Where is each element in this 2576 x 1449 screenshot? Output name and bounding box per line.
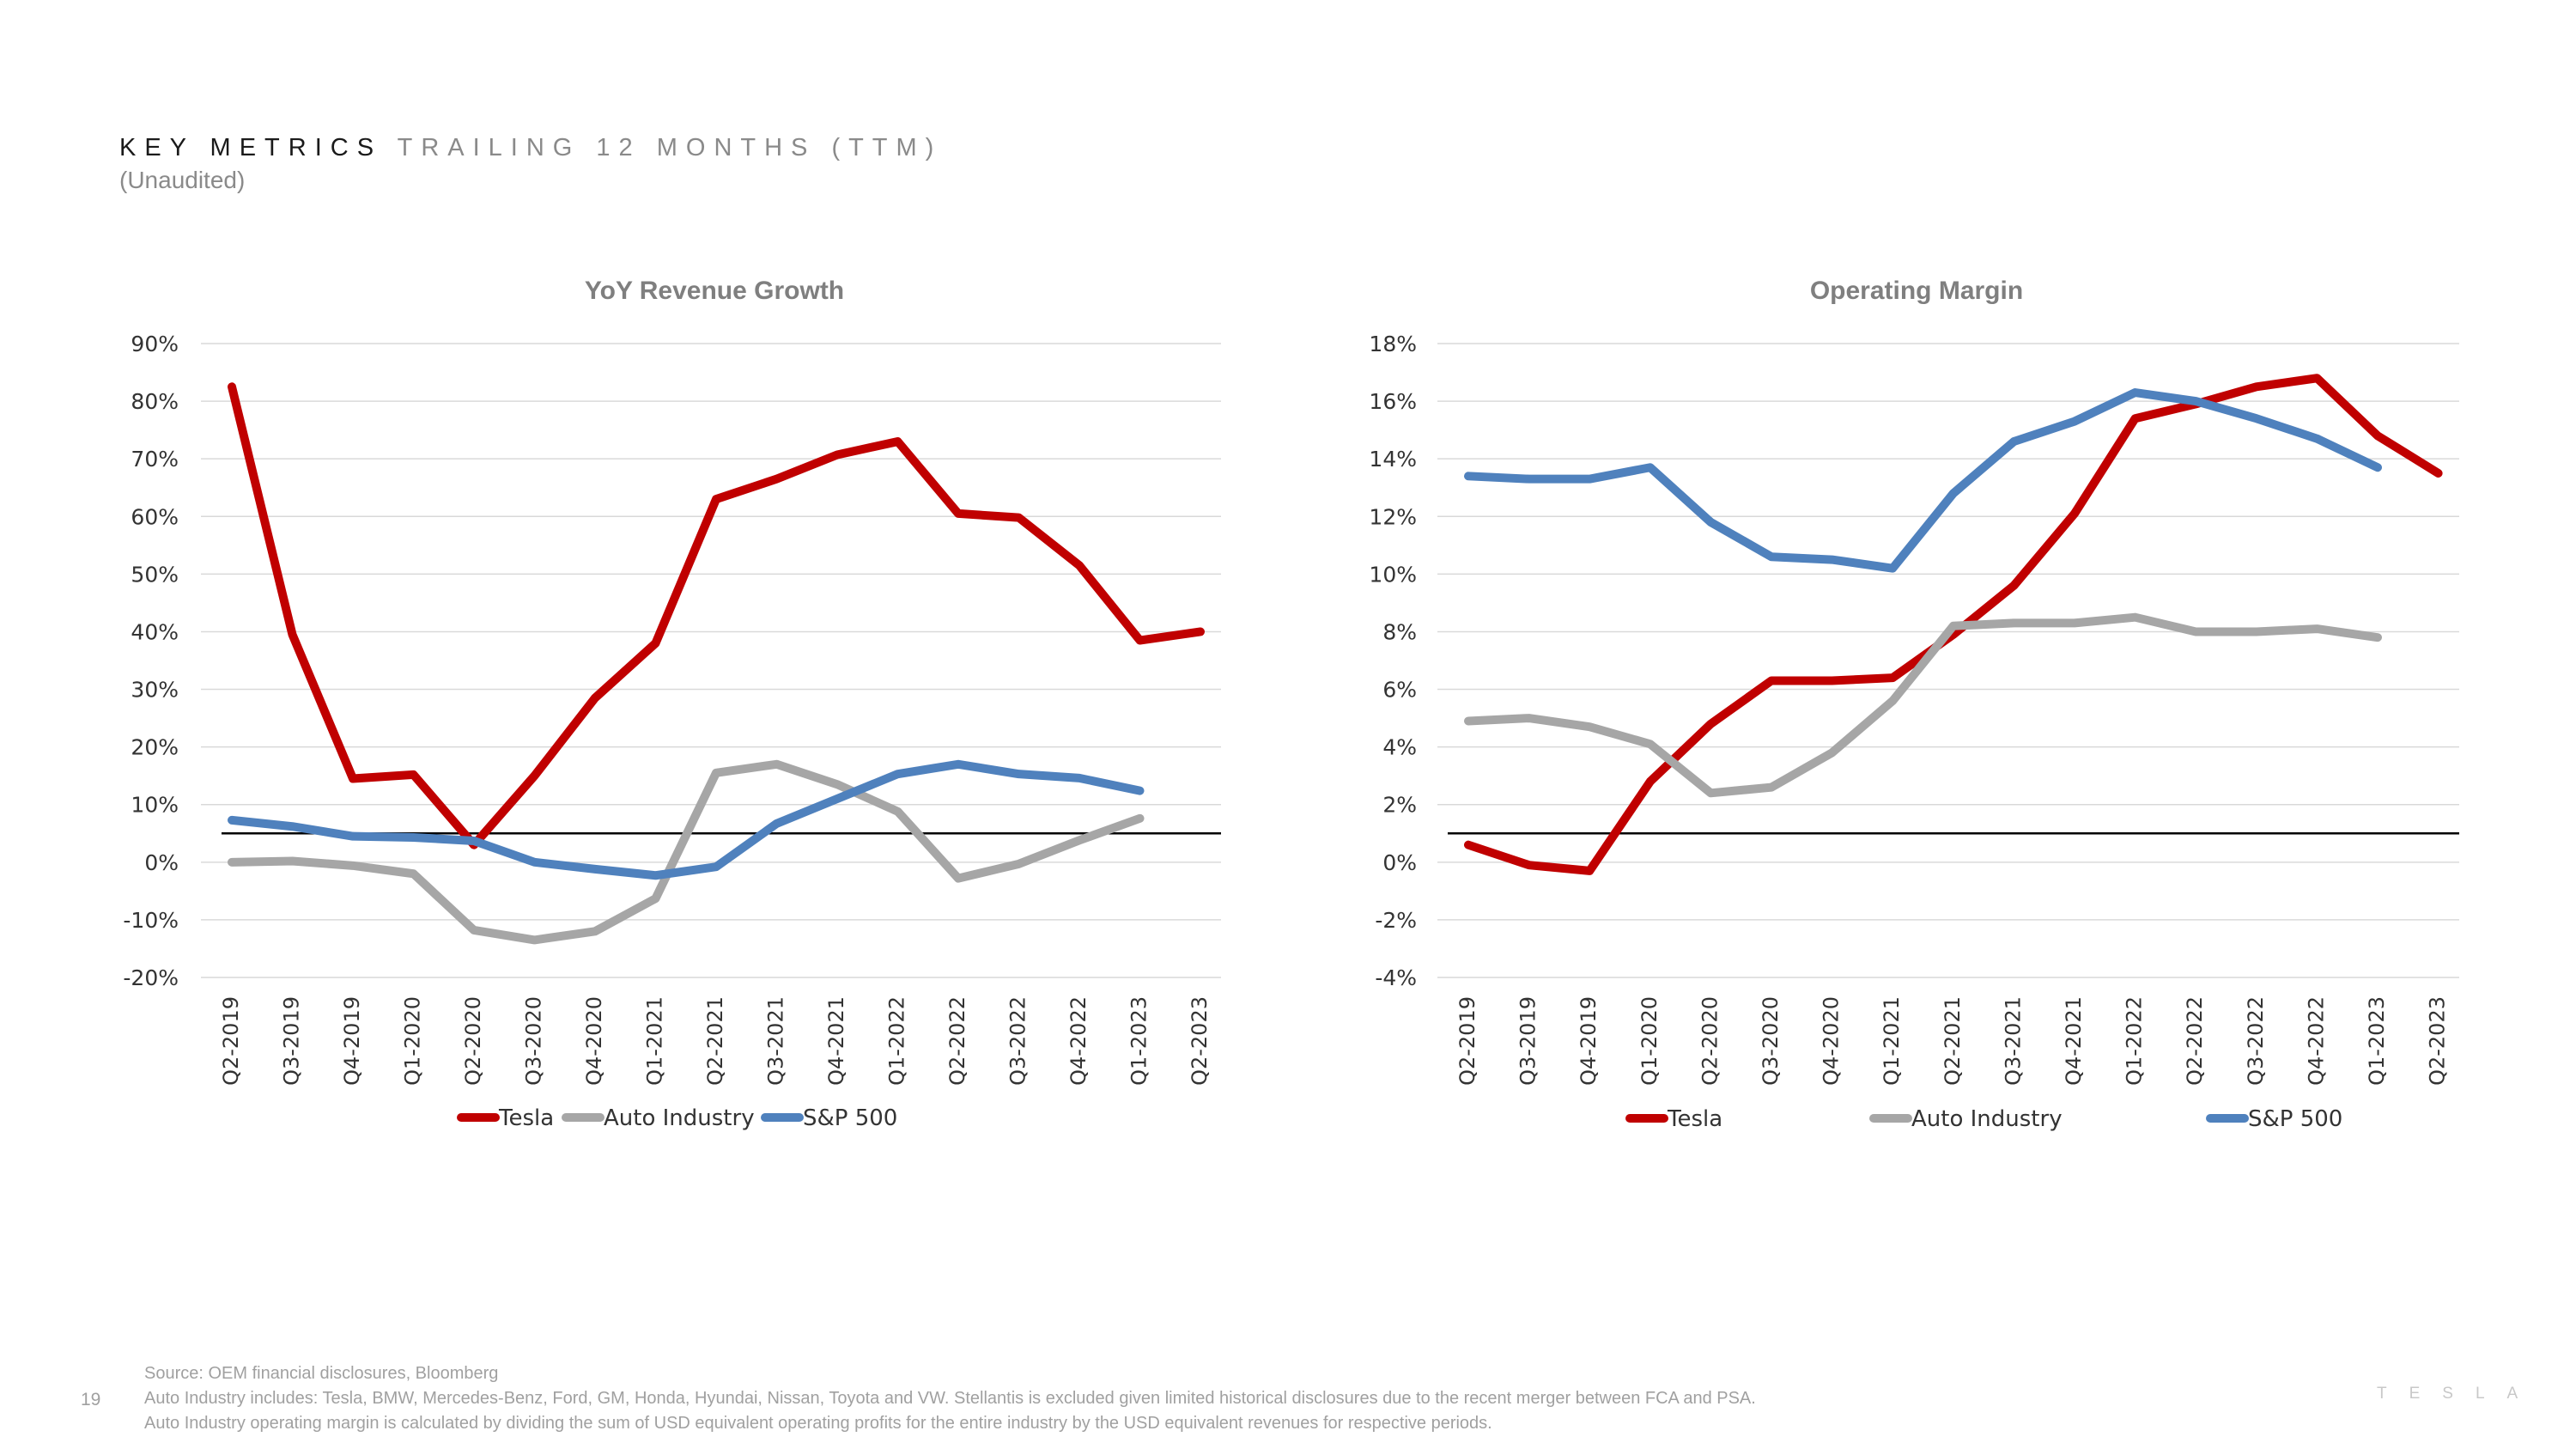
page-title: KEY METRICS TRAILING 12 MONTHS (TTM) — [119, 131, 942, 165]
y-tick-label: 0% — [1382, 850, 1417, 875]
y-tick-label: 20% — [131, 735, 179, 760]
x-tick-label: Q3-2021 — [764, 996, 788, 1086]
x-tick-label: Q3-2019 — [280, 996, 304, 1086]
x-tick-label: Q4-2022 — [2304, 996, 2328, 1086]
legend-label: S&P 500 — [2248, 1106, 2342, 1132]
revenue-growth-chart: YoY Revenue Growth 90% 80% 70% 60% 50% 40% 30% 2… — [94, 258, 1314, 1160]
legend-item-tesla: Tesla — [1625, 1106, 1722, 1132]
x-tick-label: Q2-2023 — [2426, 996, 2450, 1086]
footer-source: Source: OEM financial disclosures, Bloom… — [144, 1364, 499, 1383]
x-tick-label: Q1-2020 — [1637, 996, 1662, 1086]
y-tick-label: 16% — [1369, 389, 1417, 414]
y-tick-label: -2% — [1375, 908, 1417, 933]
x-tick-label: Q2-2022 — [945, 996, 969, 1086]
y-tick-label: 30% — [131, 678, 179, 703]
title-sub: TRAILING 12 MONTHS (TTM) — [397, 134, 943, 161]
chart-title: YoY Revenue Growth — [585, 277, 844, 305]
x-tick-label: Q3-2022 — [2244, 996, 2268, 1086]
y-tick-label: 2% — [1382, 793, 1417, 818]
y-tick-label: -20% — [123, 965, 179, 990]
series-line-auto-industry — [1464, 612, 2382, 798]
y-tick-label: 0% — [144, 850, 179, 875]
x-tick-label: Q2-2019 — [1455, 996, 1479, 1086]
y-tick-label: 6% — [1382, 678, 1417, 703]
y-tick-label: 40% — [131, 619, 179, 644]
footer-auto-industry-note: Auto Industry includes: Tesla, BMW, Merc… — [144, 1389, 1756, 1408]
x-tick-label: Q1-2022 — [2123, 996, 2147, 1086]
y-tick-label: -4% — [1375, 965, 1417, 990]
legend-label: Tesla — [498, 1105, 554, 1131]
y-tick-label: 8% — [1382, 619, 1417, 644]
footer-notes: Source: OEM financial disclosures, Bloom… — [144, 1361, 1756, 1436]
x-tick-label: Q3-2019 — [1516, 996, 1540, 1086]
x-tick-label: Q1-2023 — [2365, 996, 2389, 1086]
x-tick-label: Q1-2022 — [885, 996, 909, 1086]
y-tick-label: 60% — [131, 504, 179, 529]
y-tick-label: 4% — [1382, 735, 1417, 760]
x-tick-label: Q3-2020 — [522, 996, 546, 1086]
operating-margin-chart: Operating Margin 18% 16% 14% 12% 10% 8% 6% 4% 2% 0… — [1331, 258, 2550, 1160]
y-tick-label: 10% — [131, 793, 179, 818]
x-tick-label: Q1-2021 — [1880, 996, 1904, 1086]
x-tick-label: Q3-2021 — [2001, 996, 2025, 1086]
series-line-tesla — [228, 382, 1205, 849]
x-tick-label: Q2-2021 — [1941, 996, 1965, 1086]
x-tick-label: Q2-2021 — [703, 996, 727, 1086]
chart-svg-1: Operating Margin 18% 16% 14% 12% 10% 8% 6% 4% 2% 0… — [1369, 277, 2459, 1132]
x-tick-label: Q2-2020 — [461, 996, 485, 1086]
legend-label: Tesla — [1667, 1106, 1722, 1132]
legend-item-auto-industry: Auto Industry — [1869, 1106, 2063, 1132]
chart-title: Operating Margin — [1810, 277, 2023, 305]
series-line-sandp-500 — [1464, 388, 2382, 573]
page-subtitle: (Unaudited) — [119, 167, 246, 193]
page-number: 19 — [81, 1390, 101, 1409]
y-tick-label: 12% — [1369, 504, 1417, 529]
x-tick-label: Q1-2020 — [401, 996, 425, 1086]
series-line-sandp-500 — [228, 759, 1145, 880]
y-tick-label: 14% — [1369, 447, 1417, 472]
brand-logo: TESLA — [2377, 1385, 2541, 1403]
legend-item-sandp-500: S&P 500 — [761, 1105, 897, 1131]
x-tick-label: Q2-2019 — [219, 996, 243, 1086]
legend-label: S&P 500 — [803, 1105, 897, 1131]
legend-label: Auto Industry — [1911, 1106, 2063, 1132]
x-tick-label: Q4-2021 — [2062, 996, 2086, 1086]
series-line-tesla — [1464, 374, 2443, 875]
x-tick-label: Q1-2023 — [1127, 996, 1151, 1086]
y-tick-label: 70% — [131, 447, 179, 472]
footer-margin-note: Auto Industry operating margin is calcul… — [144, 1414, 1492, 1433]
y-tick-label: 18% — [1369, 332, 1417, 356]
legend-item-tesla: Tesla — [457, 1105, 554, 1131]
legend-label: Auto Industry — [604, 1105, 755, 1131]
x-tick-label: Q3-2020 — [1759, 996, 1783, 1086]
y-tick-label: 10% — [1369, 562, 1417, 587]
y-tick-label: 50% — [131, 562, 179, 587]
legend-item-auto-industry: Auto Industry — [562, 1105, 755, 1131]
page-header: KEY METRICS TRAILING 12 MONTHS (TTM) (Un… — [119, 131, 942, 194]
x-tick-label: Q2-2020 — [1698, 996, 1722, 1086]
y-tick-label: 80% — [131, 389, 179, 414]
x-tick-label: Q4-2019 — [1577, 996, 1601, 1086]
y-tick-label: -10% — [123, 908, 179, 933]
x-tick-label: Q4-2021 — [824, 996, 848, 1086]
series-line-auto-industry — [228, 759, 1145, 945]
chart-svg-0: YoY Revenue Growth 90% 80% 70% 60% 50% 40% 30% 2… — [123, 277, 1221, 1131]
x-tick-label: Q4-2020 — [582, 996, 606, 1086]
x-tick-label: Q1-2021 — [643, 996, 667, 1086]
x-tick-label: Q3-2022 — [1006, 996, 1030, 1086]
x-tick-label: Q4-2022 — [1066, 996, 1091, 1086]
legend-item-sandp-500: S&P 500 — [2206, 1106, 2342, 1132]
x-tick-label: Q4-2020 — [1820, 996, 1844, 1086]
title-main: KEY METRICS — [119, 134, 383, 161]
y-tick-label: 90% — [131, 332, 179, 356]
x-tick-label: Q2-2023 — [1188, 996, 1212, 1086]
x-tick-label: Q4-2019 — [340, 996, 364, 1086]
x-tick-label: Q2-2022 — [2183, 996, 2207, 1086]
